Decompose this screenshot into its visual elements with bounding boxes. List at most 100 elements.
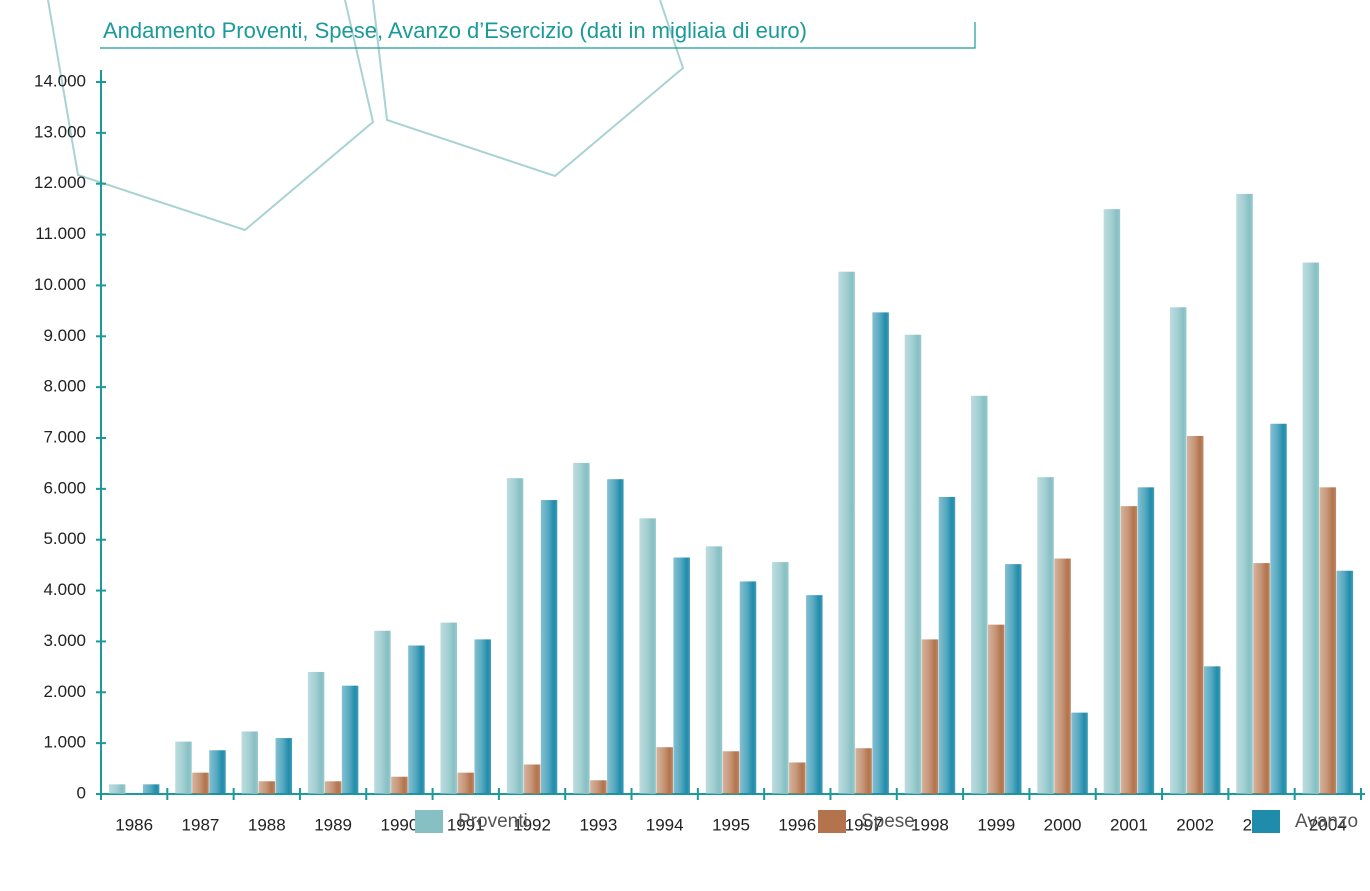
y-tick-label: 9.000: [43, 326, 86, 345]
bar: [142, 784, 160, 794]
bar: [1137, 487, 1155, 794]
y-tick-label: 14.000: [34, 71, 86, 90]
y-tick-label: 11.000: [35, 224, 86, 243]
bar: [408, 645, 425, 794]
bar: [1103, 209, 1121, 795]
legend-swatch: [818, 810, 846, 833]
bar: [1203, 666, 1221, 794]
x-tick-label: 1993: [579, 815, 617, 834]
bar: [1253, 563, 1270, 794]
x-tick-label: 1988: [248, 815, 286, 834]
bar: [1169, 307, 1187, 794]
bar: [1270, 423, 1287, 794]
bar: [1319, 487, 1337, 794]
bar: [1120, 506, 1138, 794]
y-tick-label: 6.000: [43, 478, 86, 497]
x-tick-label: 1987: [182, 815, 220, 834]
y-tick-label: 8.000: [43, 377, 86, 396]
bar: [474, 639, 491, 794]
bar: [904, 334, 922, 794]
x-tick-label: 1999: [977, 815, 1015, 834]
bar: [1236, 193, 1253, 794]
legend-swatch: [1252, 810, 1280, 833]
chart-title: Andamento Proventi, Spese, Avanzo d’Eser…: [103, 18, 807, 43]
bar: [1186, 435, 1204, 794]
bar: [341, 685, 359, 794]
x-tick-label: 1996: [778, 815, 816, 834]
bar: [506, 478, 524, 794]
bar: [673, 557, 690, 794]
y-tick-label: 13.000: [34, 122, 86, 141]
bar: [391, 776, 408, 794]
y-tick-label: 5.000: [43, 529, 86, 548]
x-tick-label: 1989: [314, 815, 352, 834]
bar: [838, 271, 855, 794]
bar: [209, 750, 226, 794]
bar: [1336, 570, 1354, 794]
bar: [872, 312, 889, 794]
legend-label: Avanzo: [1295, 811, 1358, 832]
bar: [573, 462, 590, 794]
bar: [457, 772, 474, 794]
bar: [374, 630, 391, 794]
bar: [772, 562, 789, 794]
x-tick-label: 1998: [911, 815, 949, 834]
bar: [988, 624, 1005, 794]
bar: [789, 762, 806, 794]
bar: [971, 395, 988, 794]
bar: [806, 595, 823, 794]
bar: [656, 747, 673, 794]
x-tick-label: 1992: [513, 815, 551, 834]
bar: [324, 781, 342, 794]
x-tick-label: 2002: [1176, 815, 1214, 834]
legend-label: Proventi: [458, 811, 528, 832]
bar: [607, 479, 624, 794]
bar: [1005, 564, 1022, 794]
bar: [722, 751, 740, 794]
bar: [938, 496, 956, 794]
y-tick-label: 7.000: [43, 427, 86, 446]
bar: [108, 784, 126, 794]
y-tick-label: 2.000: [43, 682, 86, 701]
bar: [739, 581, 757, 794]
bar: [1037, 477, 1054, 794]
x-tick-label: 2004: [1309, 815, 1347, 834]
hex-decor: [47, 0, 375, 232]
bar: [258, 781, 276, 794]
legend-label: Spese: [861, 811, 915, 832]
x-tick-label: 2001: [1110, 815, 1148, 834]
bar: [175, 741, 192, 794]
x-tick-label: 1994: [646, 815, 684, 834]
y-tick-label: 1.000: [43, 733, 86, 752]
bar: [192, 772, 209, 794]
bar: [590, 780, 607, 794]
x-tick-label: 1997: [845, 815, 883, 834]
x-tick-label: 2000: [1044, 815, 1082, 834]
x-tick-label: 1995: [712, 815, 750, 834]
hex-decor: [372, 0, 685, 178]
bar: [639, 518, 656, 794]
bar: [855, 748, 872, 794]
bar: [307, 671, 325, 794]
y-tick-label: 12.000: [34, 173, 86, 192]
y-tick-label: 3.000: [43, 631, 86, 650]
legend-swatch: [415, 810, 443, 833]
decoration: [47, 0, 685, 232]
y-tick-label: 10.000: [34, 275, 86, 294]
bar: [1302, 262, 1320, 794]
bar: [440, 622, 457, 794]
bar: [1071, 712, 1088, 794]
bar: [921, 639, 939, 794]
bar: [275, 738, 293, 794]
y-tick-label: 0: [77, 783, 86, 802]
x-tick-label: 1990: [381, 815, 419, 834]
bar: [241, 731, 259, 794]
x-tick-label: 1991: [447, 815, 485, 834]
x-tick-label: 1986: [115, 815, 153, 834]
y-tick-label: 4.000: [43, 580, 86, 599]
bar: [705, 546, 723, 794]
bar: [1054, 558, 1071, 794]
bar: [540, 500, 558, 794]
